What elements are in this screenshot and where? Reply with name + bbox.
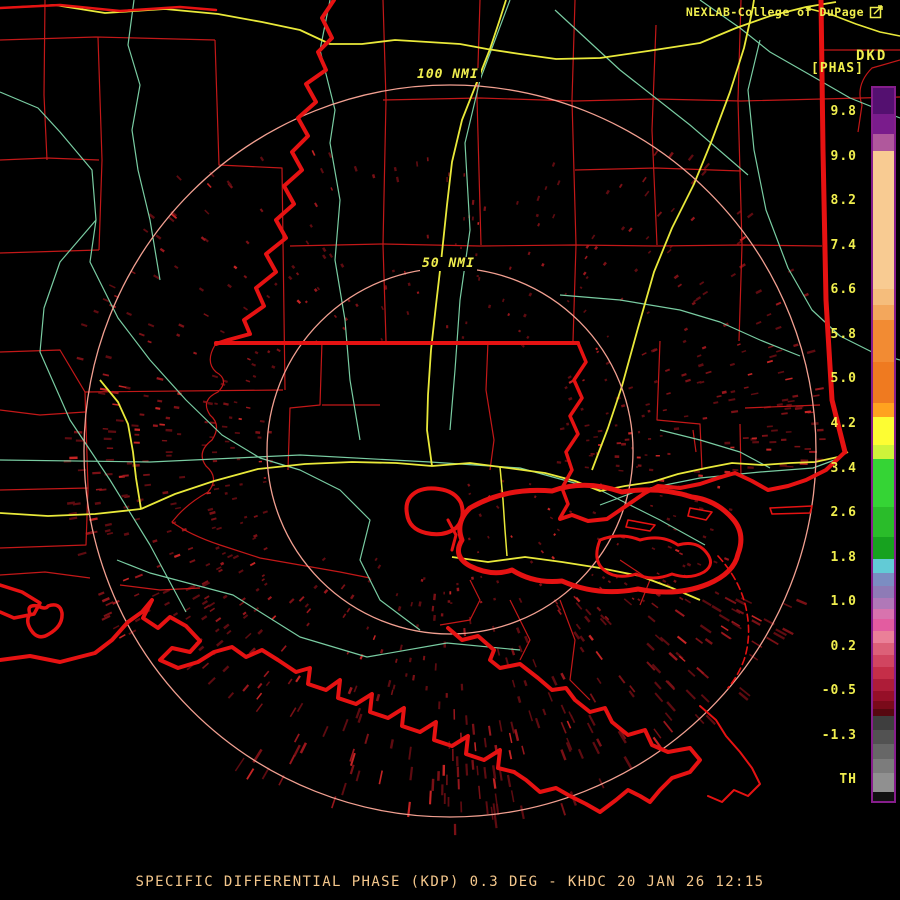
product-units-label: [PHAS] (811, 61, 864, 76)
range-ring-label-50nmi: 50 NMI (420, 256, 477, 271)
range-ring-100nmi (83, 84, 817, 818)
pearl-river (558, 341, 588, 520)
delta-marsh (446, 626, 702, 814)
coastline-sw-louisiana (0, 598, 516, 774)
range-ring-50nmi (266, 267, 634, 635)
lake-pontchartrain (455, 482, 744, 595)
gulf-coast-ms (558, 450, 847, 523)
product-code-label: DKD (856, 48, 888, 64)
state-line-ms-al (818, 0, 848, 455)
lake-maurepas (404, 486, 465, 537)
range-rings (83, 84, 817, 818)
colorbar (871, 86, 896, 803)
heart-lake (26, 603, 64, 639)
mississippi-river (214, 0, 336, 346)
lake-borgne (595, 534, 712, 580)
brand-text: NEXLAB-College of DuPage (685, 4, 864, 19)
product-caption: SPECIFIC DIFFERENTIAL PHASE (KDP) 0.3 DE… (135, 874, 765, 890)
interstate-highway-lines (0, 0, 900, 601)
resize-arrow-icon[interactable] (869, 4, 884, 19)
brand-bar: NEXLAB-College of DuPage (686, 4, 884, 19)
river-coastline-features (0, 0, 848, 814)
range-ring-label-100nmi: 100 NMI (415, 67, 481, 82)
